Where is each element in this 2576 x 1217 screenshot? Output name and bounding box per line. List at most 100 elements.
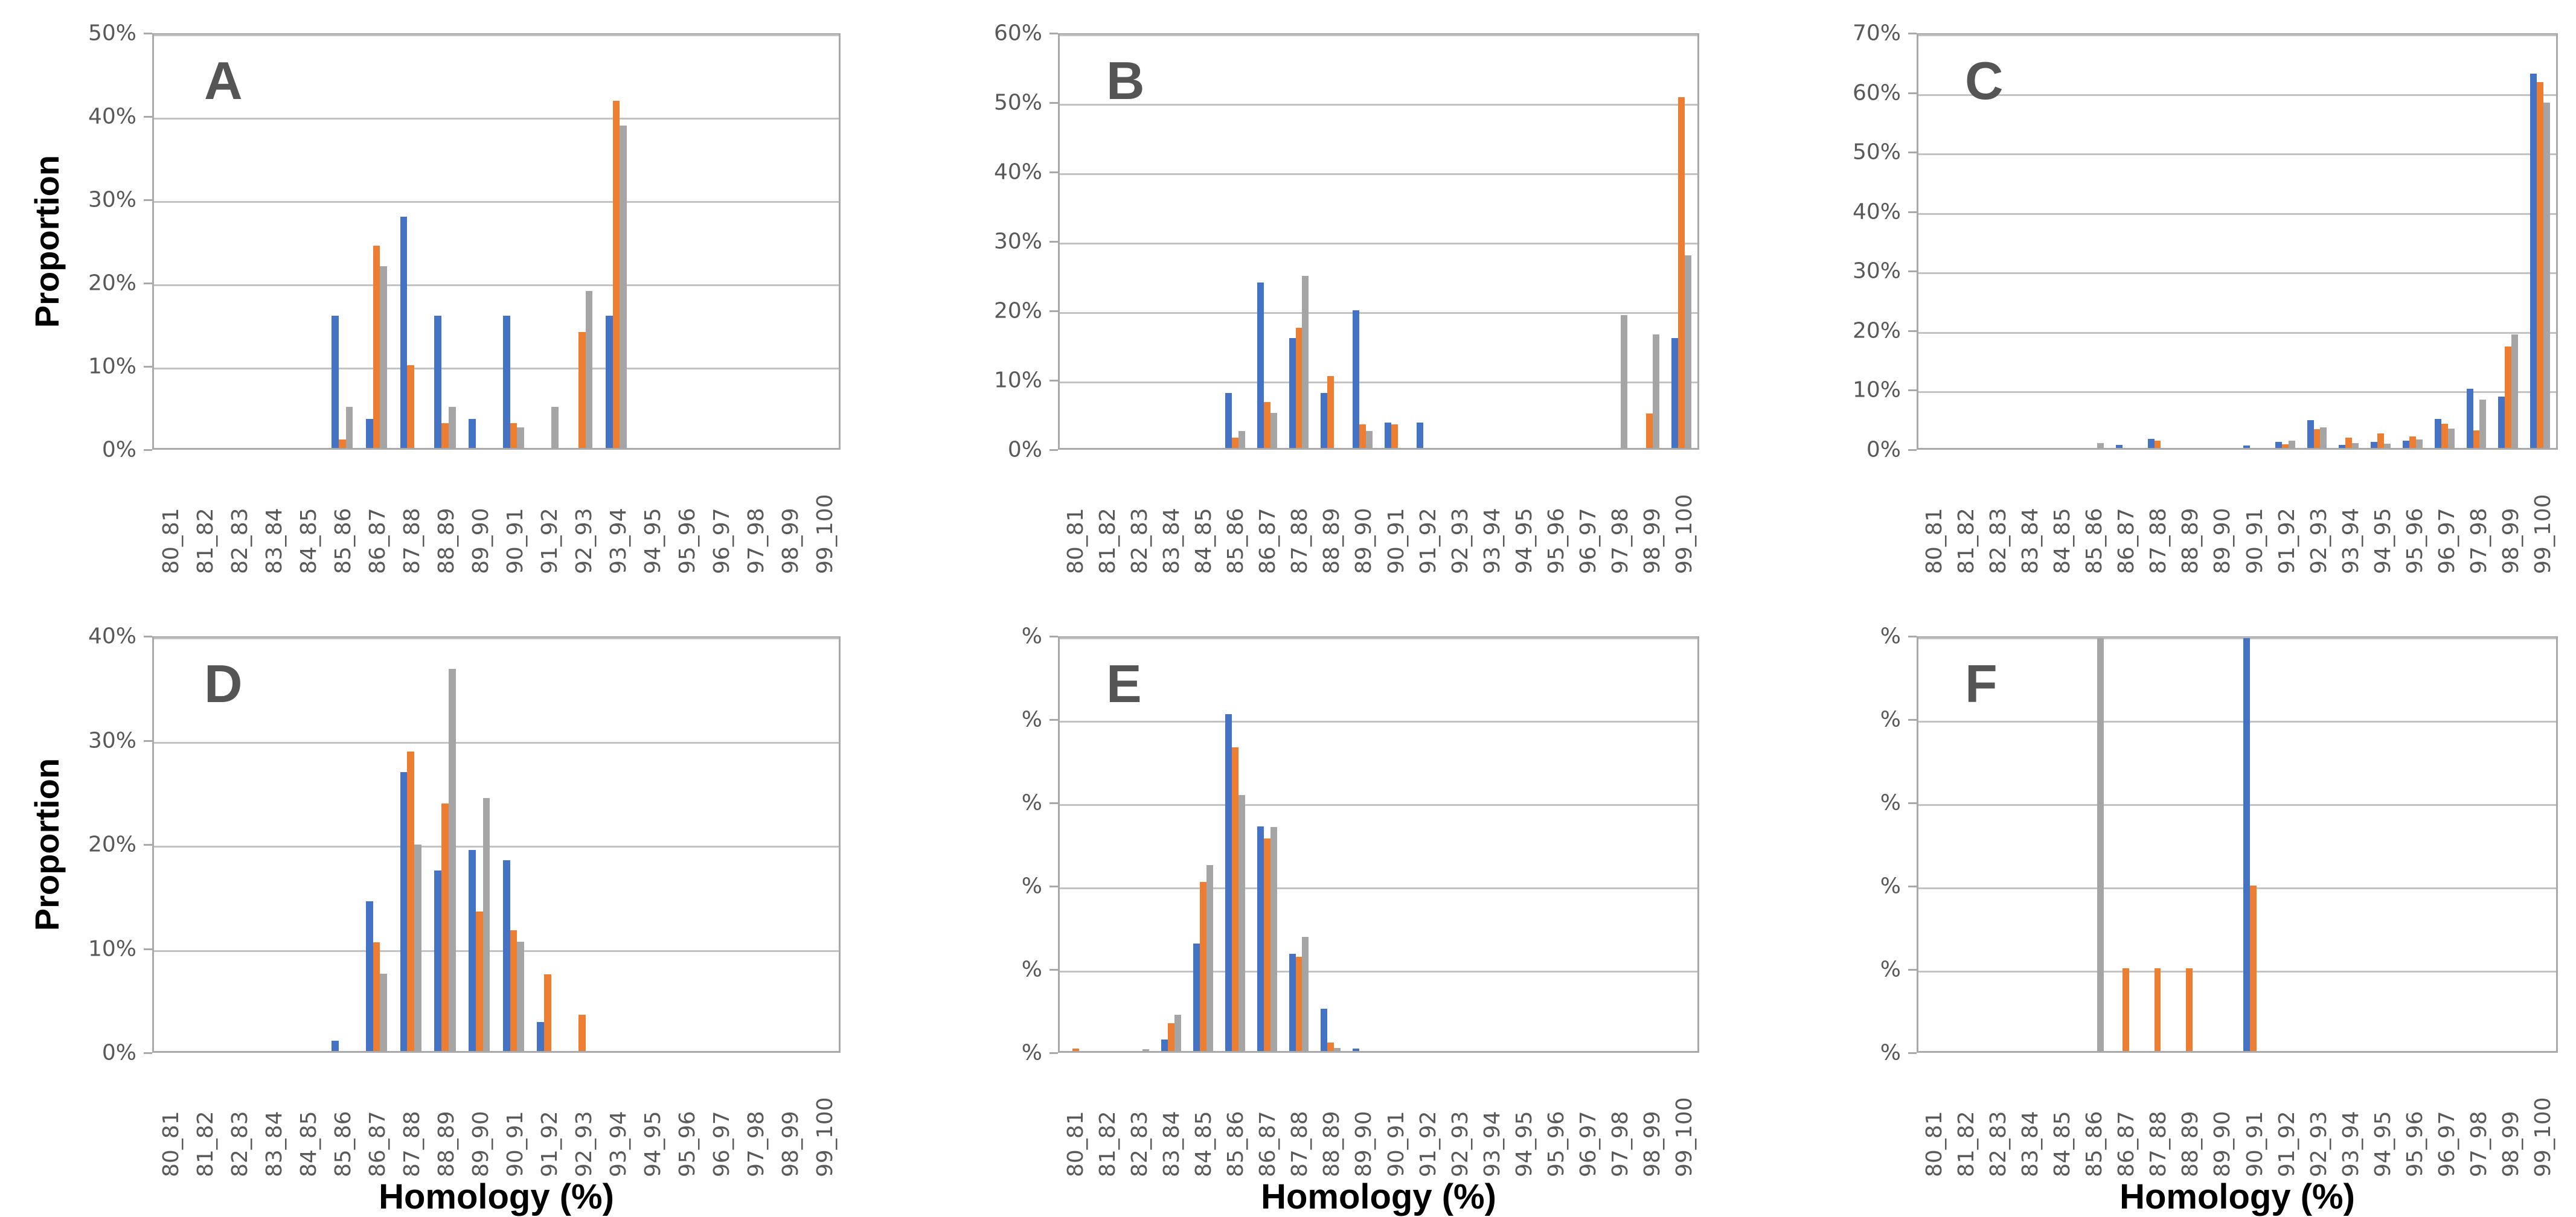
y-tick-label: 50% xyxy=(1852,139,1901,165)
plot-area xyxy=(1058,33,1699,450)
bar-gray-86_87 xyxy=(1270,412,1277,448)
panel-c: 0% 10% 20% 30% 40% 50% 60% 70% C 80_81 81_82 82_83 8… xyxy=(1717,0,2576,603)
bar-blue-88_89 xyxy=(434,316,442,448)
bar-orange-86_87 xyxy=(1263,401,1270,448)
x-tick-label: 88_89 xyxy=(1319,508,1345,574)
x-tick-label: 93_94 xyxy=(606,508,631,574)
gridline xyxy=(1918,153,2556,156)
bar-orange-99_100 xyxy=(1678,97,1685,448)
bar-gray-91_92 xyxy=(2288,441,2295,448)
y-tick-label: 40% xyxy=(88,624,136,649)
panel-letter: A xyxy=(204,51,243,110)
bar-blue-97_98 xyxy=(2466,389,2473,448)
y-tick-mark xyxy=(1049,1052,1058,1054)
bar-blue-93_94 xyxy=(605,316,613,448)
x-tick-label: 92_93 xyxy=(571,508,597,574)
x-tick-label: 82_83 xyxy=(227,1111,252,1177)
gridline xyxy=(1918,331,2556,334)
y-tick-mark xyxy=(144,366,152,368)
bar-blue-94_95 xyxy=(2371,442,2378,448)
x-tick-label: 94_95 xyxy=(2370,1111,2395,1177)
x-tick-label: 86_87 xyxy=(1255,508,1281,574)
bar-gray-84_85 xyxy=(1206,865,1213,1051)
x-tick-label: 93_94 xyxy=(2338,1111,2363,1177)
panel-letter: F xyxy=(1965,654,1998,714)
bar-gray-98_99 xyxy=(2511,334,2519,448)
y-tick-label: 20% xyxy=(1852,318,1901,343)
x-tick-label: 99_100 xyxy=(1672,1097,1697,1177)
y-tick-mark xyxy=(1049,636,1058,637)
x-tick-label: 81_82 xyxy=(1953,1111,1979,1177)
y-tick-mark xyxy=(1908,886,1917,887)
bar-orange-97_98 xyxy=(2473,430,2480,448)
bar-orange-92_93 xyxy=(2313,429,2321,448)
bar-orange-92_93 xyxy=(578,1015,586,1051)
gridline xyxy=(1060,312,1697,314)
x-tick-label: 93_94 xyxy=(606,1111,631,1177)
panel-letter: B xyxy=(1106,51,1145,110)
y-tick-label: % xyxy=(1880,790,1901,816)
x-tick-label: 84_85 xyxy=(296,508,321,574)
bar-gray-87_88 xyxy=(1302,937,1309,1051)
x-tick-label: 81_82 xyxy=(1095,1111,1120,1177)
bar-orange-83_84 xyxy=(1168,1023,1175,1051)
bar-blue-89_90 xyxy=(1353,1048,1360,1051)
x-tick-label: 93_94 xyxy=(2338,508,2363,574)
x-tick-label: 97_98 xyxy=(743,1111,769,1177)
x-tick-label: 99_100 xyxy=(2531,1097,2556,1177)
bar-blue-90_91 xyxy=(502,316,510,448)
gridline xyxy=(1060,34,1697,36)
y-tick-mark xyxy=(1049,33,1058,34)
x-tick-label: 87_88 xyxy=(1287,508,1313,574)
x-tick-label: 84_85 xyxy=(1191,508,1216,574)
gridline xyxy=(1918,637,2556,639)
x-tick-label: 82_83 xyxy=(1127,508,1152,574)
bar-blue-93_94 xyxy=(2339,445,2346,448)
bar-gray-87_88 xyxy=(414,845,421,1051)
x-tick-label: 97_98 xyxy=(743,508,769,574)
y-tick-label: 0% xyxy=(1866,437,1901,462)
x-tick-label: 96_97 xyxy=(1576,508,1601,574)
bar-gray-93_94 xyxy=(2352,443,2359,448)
bar-blue-83_84 xyxy=(1161,1039,1168,1051)
bar-orange-91_92 xyxy=(544,974,551,1051)
x-tick-label: 89_90 xyxy=(2210,508,2235,574)
x-tick-label: 83_84 xyxy=(2017,508,2043,574)
bar-gray-97_98 xyxy=(1621,315,1628,448)
x-tick-label: 93_94 xyxy=(1479,1111,1505,1177)
x-tick-label: 81_82 xyxy=(193,508,218,574)
y-tick-label: 70% xyxy=(1852,21,1901,46)
y-tick-label: % xyxy=(1021,790,1042,816)
gridline xyxy=(1918,272,2556,275)
bar-blue-91_92 xyxy=(1416,422,1423,448)
bar-orange-95_96 xyxy=(2409,436,2416,448)
x-tick-label: 99_100 xyxy=(1672,494,1697,574)
bar-orange-99_100 xyxy=(2537,82,2544,448)
x-tick-label: 88_89 xyxy=(1319,1111,1345,1177)
x-tick-label: 91_92 xyxy=(537,1111,562,1177)
bar-blue-86_87 xyxy=(365,419,373,448)
bar-blue-89_90 xyxy=(469,849,476,1051)
x-tick-label: 95_96 xyxy=(674,1111,700,1177)
y-tick-mark xyxy=(1908,449,1917,451)
bar-blue-91_92 xyxy=(2275,442,2282,448)
y-tick-label: % xyxy=(1021,624,1042,649)
bar-orange-86_87 xyxy=(373,245,380,448)
y-tick-mark xyxy=(1049,969,1058,971)
gridline xyxy=(1918,887,2556,889)
bar-gray-85_86 xyxy=(2097,638,2104,1051)
y-tick-mark xyxy=(144,449,152,451)
y-tick-label: 40% xyxy=(88,104,136,129)
x-tick-label: 83_84 xyxy=(261,508,287,574)
bar-orange-88_89 xyxy=(1327,1043,1334,1051)
gridline xyxy=(154,34,839,36)
x-tick-label: 87_88 xyxy=(399,1111,425,1177)
y-tick-mark xyxy=(144,33,152,34)
gridline xyxy=(154,368,839,369)
y-tick-label: 30% xyxy=(88,728,136,753)
y-tick-label: 0% xyxy=(101,1040,136,1065)
y-tick-mark xyxy=(1908,270,1917,273)
x-tick-label: 83_84 xyxy=(2017,1111,2043,1177)
gridline xyxy=(1060,721,1697,723)
x-axis-title: Homology (%) xyxy=(2119,1177,2355,1216)
